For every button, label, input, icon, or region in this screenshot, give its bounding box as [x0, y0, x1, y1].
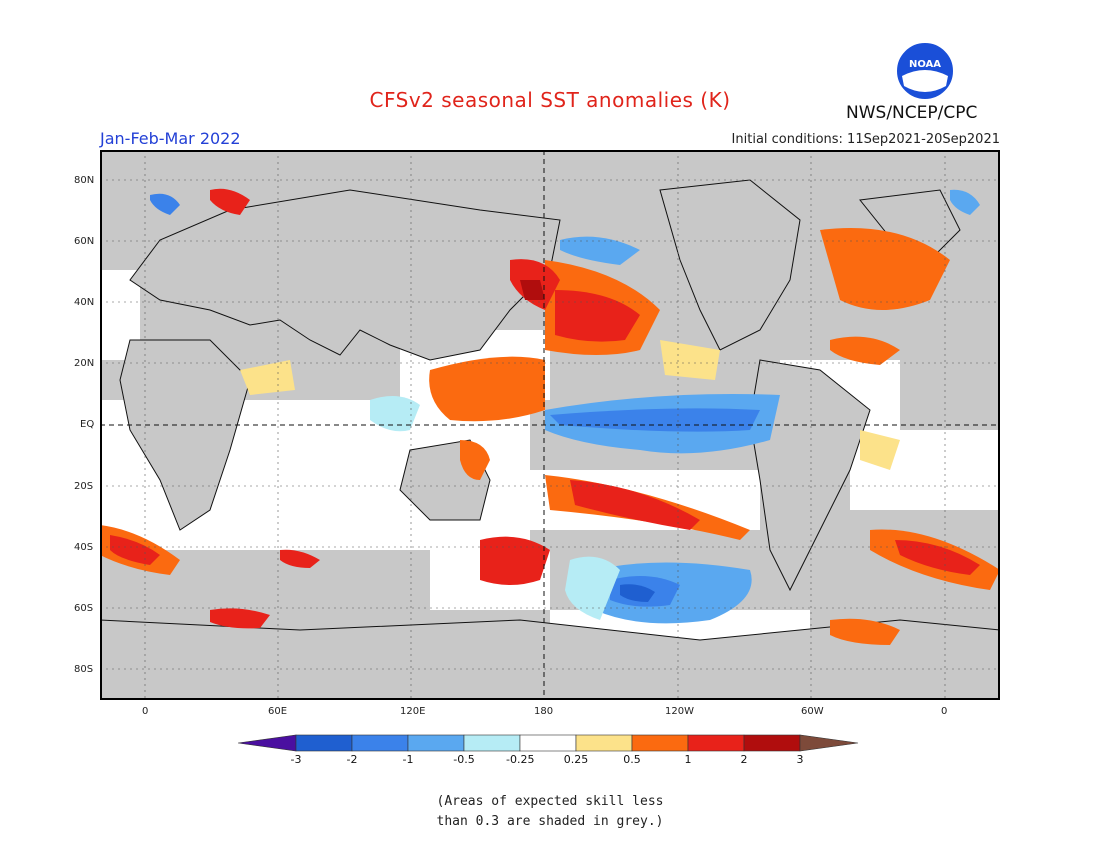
colorbar-segment — [519, 734, 577, 752]
lon-label-60e: 60E — [268, 706, 288, 717]
initial-conditions: Initial conditions: 11Sep2021-20Sep2021 — [731, 132, 1000, 147]
lat-label-40n: 40N — [74, 297, 95, 308]
noaa-logo-icon: NOAA — [895, 41, 955, 101]
lat-label-60n: 60N — [74, 236, 95, 247]
colorbar-tick-label: 1 — [684, 753, 692, 766]
colorbar-tick-label: 3 — [796, 753, 804, 766]
colorbar-arrow-high — [799, 734, 859, 752]
colorbar-tick-label: 0.25 — [563, 753, 589, 766]
lon-label-120w: 120W — [665, 706, 694, 717]
colorbar-tick-label: -3 — [290, 753, 302, 766]
lat-label-60s: 60S — [74, 603, 94, 614]
colorbar-tick-label: 0.5 — [623, 753, 641, 766]
lat-label-80n: 80N — [74, 175, 95, 186]
colorbar-tick-label: -0.5 — [453, 753, 475, 766]
colorbar-arrow-low — [238, 734, 297, 752]
lat-label-20n: 20N — [74, 358, 95, 369]
lat-label-eq: EQ — [80, 419, 95, 430]
sst-anomaly-map — [100, 150, 1000, 700]
colorbar-segment — [463, 734, 521, 752]
lon-label-0-left: 0 — [142, 706, 149, 717]
colorbar-tick-label: -2 — [346, 753, 358, 766]
skill-note: (Areas of expected skill less than 0.3 a… — [0, 792, 1100, 832]
colorbar-segment — [407, 734, 465, 752]
colorbar-tick-label: -1 — [402, 753, 414, 766]
colorbar-segment — [743, 734, 801, 752]
lon-label-120e: 120E — [400, 706, 426, 717]
colorbar-tick-label: 2 — [740, 753, 748, 766]
logo-text: NOAA — [909, 59, 941, 70]
lon-label-180: 180 — [534, 706, 554, 717]
colorbar-segment — [631, 734, 689, 752]
skill-note-line1: (Areas of expected skill less — [436, 794, 664, 809]
colorbar-segment — [687, 734, 745, 752]
lat-label-20s: 20S — [74, 481, 94, 492]
colorbar-tick-label: -0.25 — [506, 753, 535, 766]
skill-note-line2: than 0.3 are shaded in grey.) — [436, 814, 664, 829]
lat-label-80s: 80S — [74, 664, 94, 675]
colorbar-segment — [295, 734, 353, 752]
colorbar-segment — [351, 734, 409, 752]
chart-title: CFSv2 seasonal SST anomalies (K) — [369, 88, 731, 112]
forecast-period: Jan-Feb-Mar 2022 — [100, 129, 241, 148]
lon-label-0-right: 0 — [941, 706, 948, 717]
colorbar-segment — [575, 734, 633, 752]
colorbar — [238, 734, 859, 752]
agency-label: NWS/NCEP/CPC — [846, 103, 978, 123]
lon-label-60w: 60W — [801, 706, 824, 717]
lat-label-40s: 40S — [74, 542, 94, 553]
